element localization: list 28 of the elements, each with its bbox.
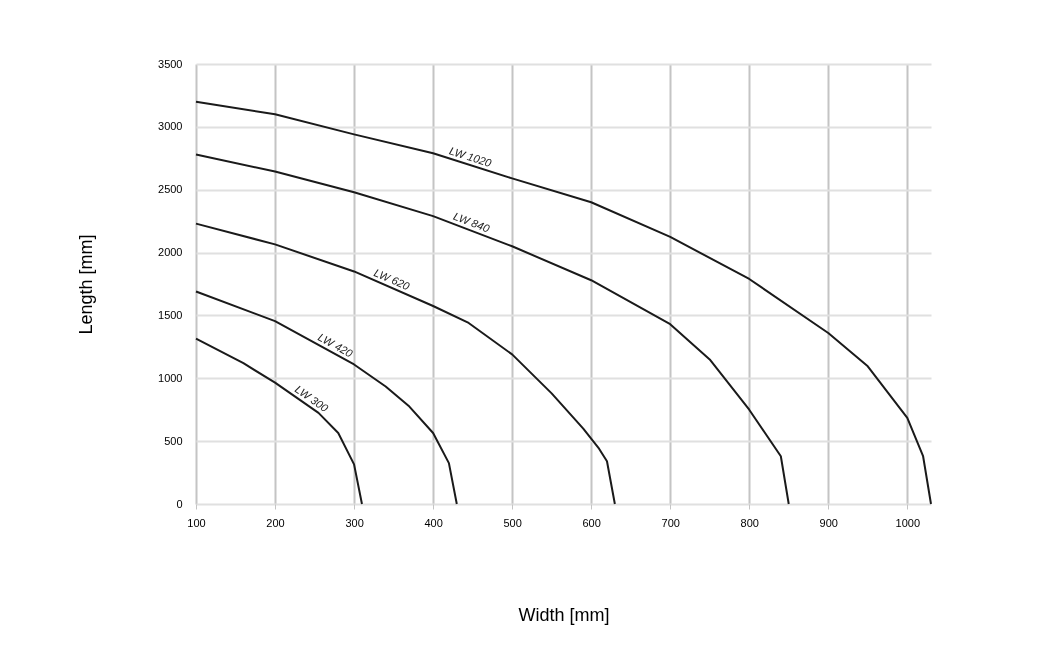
x-tick-label: 100: [187, 516, 206, 529]
x-tick-label: 200: [266, 516, 285, 529]
y-tick-label: 1500: [158, 308, 183, 321]
y-tick-label: 3500: [158, 57, 183, 70]
x-tick-label: 1000: [895, 516, 921, 529]
y-tick-label: 3000: [158, 120, 183, 133]
x-tick-label: 700: [661, 516, 680, 529]
text: LW 300: [292, 382, 332, 415]
line-series: [195, 222, 616, 505]
y-axis-title: Length [mm]: [76, 234, 97, 335]
text: LW 420: [316, 330, 356, 360]
text: LW 840: [451, 209, 492, 235]
text: LW 1020: [447, 144, 494, 170]
x-axis-title: Width [mm]: [518, 604, 610, 625]
x-tick-label: 500: [503, 516, 522, 529]
y-tick-label: 2500: [158, 183, 183, 196]
line-series: [195, 100, 932, 505]
x-tick-label: 800: [740, 516, 759, 529]
x-tick-label: 900: [819, 516, 838, 529]
y-tick-label: 0: [176, 497, 183, 510]
text: LW 620: [372, 266, 413, 293]
y-tick-label: 1000: [158, 371, 183, 384]
x-tick-label: 600: [582, 516, 601, 529]
line-series: [195, 290, 458, 505]
y-tick-label: 500: [164, 434, 183, 447]
x-tick-label: 400: [424, 516, 443, 529]
y-tick-label: 2000: [158, 246, 183, 259]
x-tick-label: 300: [345, 516, 364, 529]
